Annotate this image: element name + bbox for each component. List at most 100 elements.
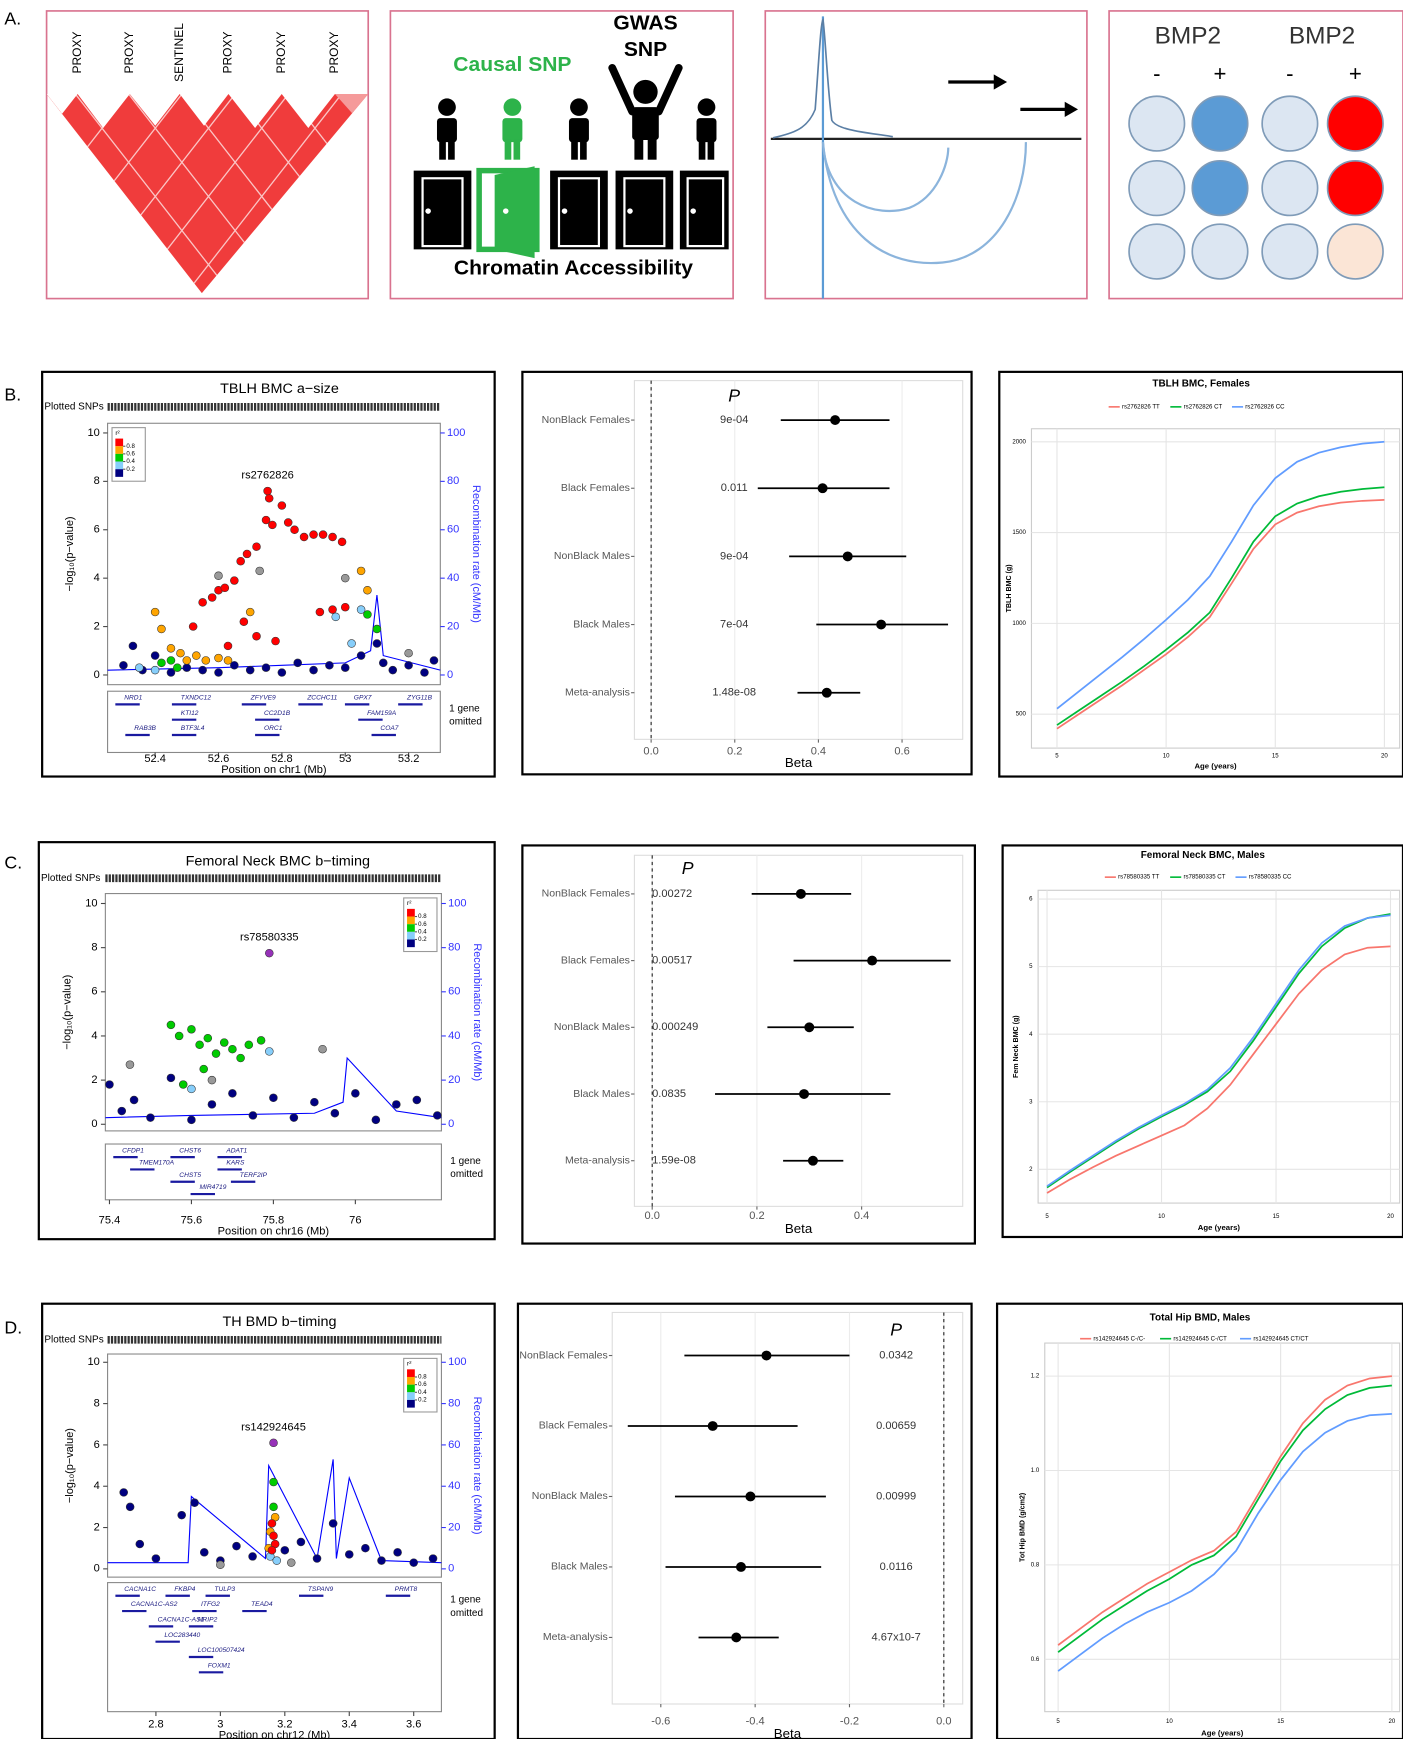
snp-point	[248, 1552, 257, 1561]
legend-tick-label: 0.2	[418, 937, 427, 943]
snp-point	[286, 1558, 296, 1567]
category-label: Meta-analysis	[565, 1156, 630, 1167]
category-label: Black Males	[551, 1562, 608, 1573]
p-header: P	[890, 1320, 902, 1340]
effect-point	[817, 483, 828, 494]
gene-label: NRIP2	[198, 1617, 218, 1624]
gene-label: CFDP1	[122, 1147, 144, 1154]
y-tick-label: 10	[87, 427, 99, 439]
accessibility-panel: Causal SNP GWAS SNP Chromatin Accessibil…	[389, 10, 734, 300]
legend-tick-label: 0.2	[126, 467, 135, 473]
snp-point	[150, 651, 160, 660]
snp-point	[429, 656, 439, 665]
gene-track	[107, 690, 441, 754]
y-tick-label: 8	[91, 942, 97, 954]
y-tick-label: 8	[94, 475, 100, 487]
x-axis-label: Position on chr12 (Mb)	[219, 1730, 330, 1739]
legend-label: rs142924645 C-/C-	[1093, 1336, 1145, 1342]
snp-point	[328, 532, 337, 542]
x-tick-label: 20	[1381, 753, 1388, 759]
snp-point	[296, 1537, 306, 1547]
p-value: 7e-04	[720, 619, 748, 631]
p-header: P	[682, 858, 694, 878]
effect-point	[842, 551, 853, 562]
legend-tick-label: 0.6	[418, 1382, 427, 1388]
snp-point	[151, 1554, 161, 1563]
y2-tick-label: 20	[448, 1521, 460, 1533]
growth-curve	[1057, 1412, 1392, 1672]
x-tick-label: -0.4	[746, 1715, 765, 1727]
y-tick-label: 0	[91, 1118, 97, 1130]
ld-label: SENTINEL	[172, 23, 186, 82]
ld-label: PROXY	[327, 31, 341, 73]
snp-point	[174, 1031, 184, 1041]
snp-point	[188, 622, 198, 631]
snp-point	[263, 486, 272, 496]
x-tick-label: 10	[1163, 753, 1170, 759]
panel-label: D.	[4, 1318, 22, 1338]
category-label: NonBlack Males	[554, 1022, 630, 1033]
snp-point	[269, 1531, 278, 1541]
x-axis-label: Beta	[785, 1221, 813, 1236]
category-label: NonBlack Females	[542, 415, 630, 426]
chart-title: TH BMD b−timing	[222, 1314, 336, 1330]
gene-label: LOC100507424	[198, 1647, 245, 1654]
snp-point	[265, 1047, 274, 1056]
x-tick-label: -0.2	[840, 1715, 859, 1727]
y2-tick-label: 60	[448, 1439, 460, 1451]
snp-point	[312, 1554, 322, 1563]
p-value: 0.0342	[879, 1349, 913, 1361]
gene-label: ZFYVE9	[250, 695, 276, 702]
panel-label: C.	[4, 853, 22, 873]
snp-point	[228, 1089, 237, 1098]
x-tick-label: 0.4	[811, 745, 826, 757]
y-axis-label: −log₁₀(p−value)	[62, 975, 74, 1050]
gene-header: BMP2	[1155, 23, 1221, 50]
gene-label: KTI12	[181, 710, 199, 717]
p-value: 1.59e-08	[652, 1155, 696, 1167]
omitted-note: 1 gene	[449, 703, 480, 714]
legend-label: rs78580335 CT	[1183, 875, 1225, 881]
y2-tick-label: 100	[448, 1356, 466, 1368]
recombination-line	[105, 1056, 442, 1119]
chart: 0.0 0.2 0.4 Beta P NonBlack Females 0.00272 Bla…	[521, 844, 976, 1245]
effect-point	[876, 619, 887, 630]
effect-point	[830, 415, 841, 425]
growth-curve	[1057, 1384, 1392, 1653]
category-label: NonBlack Males	[554, 551, 630, 562]
snp-point	[239, 617, 249, 626]
x-tick-label: 15	[1272, 753, 1279, 759]
snp-point	[166, 644, 176, 653]
gene-label: ITFG2	[201, 1601, 220, 1608]
ld-label: PROXY	[274, 31, 288, 73]
y2-tick-label: 20	[448, 1074, 460, 1086]
snp-point	[256, 1036, 266, 1045]
p-value: 0.0116	[880, 1561, 913, 1573]
gene-label: TULP3	[214, 1586, 235, 1593]
snp-point	[331, 612, 341, 622]
legend-tick-label: 0.8	[126, 444, 135, 450]
snp-point	[372, 624, 382, 634]
snp-point	[236, 1053, 245, 1063]
plot-area	[107, 422, 441, 686]
x-tick-label: 76	[349, 1215, 361, 1227]
p-value: 0.00659	[876, 1420, 916, 1432]
x-axis-label: Beta	[774, 1726, 802, 1739]
snp-point	[309, 530, 318, 539]
chart-title: TBLH BMC, Females	[1152, 379, 1250, 390]
x-tick-label: 15	[1273, 1214, 1280, 1220]
snp-point	[393, 1548, 402, 1557]
x-tick-label: 3.2	[277, 1719, 292, 1731]
snp-point	[340, 663, 350, 672]
gene-label: ADAT1	[225, 1147, 247, 1154]
snp-point	[150, 665, 160, 675]
chart: Femoral Neck BMC, Males rs78580335 TT rs78…	[1001, 844, 1403, 1239]
x-tick-label: 15	[1277, 1719, 1284, 1725]
legend-swatch	[407, 1384, 415, 1393]
snp-point	[404, 661, 413, 670]
x-tick-label: 3	[217, 1719, 223, 1731]
gene-label: FKBP4	[174, 1586, 195, 1593]
